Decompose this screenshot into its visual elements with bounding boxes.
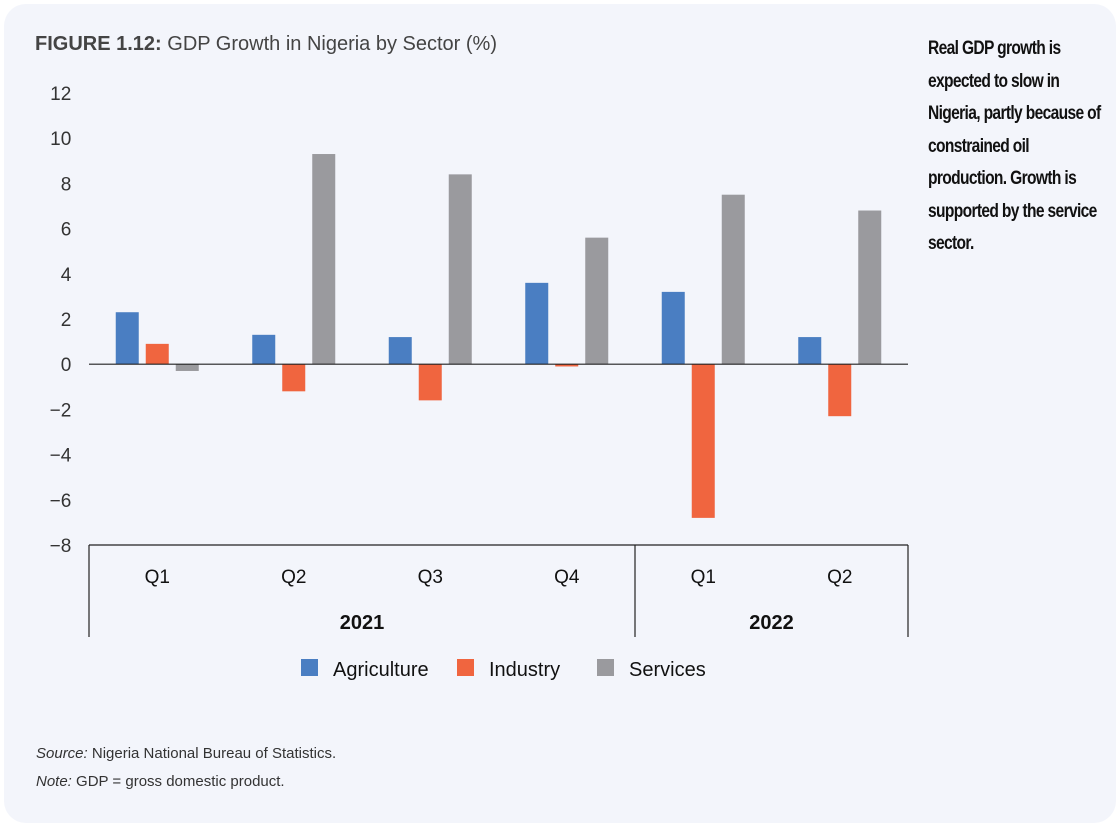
x-tick-label: Q2: [827, 567, 852, 588]
source-text: Nigeria National Bureau of Statistics.: [91, 745, 337, 762]
bar-services: [585, 237, 609, 365]
y-tick-label: 10: [50, 129, 71, 150]
y-tick-label: 4: [61, 265, 72, 286]
group-label: 2022: [749, 612, 794, 634]
x-tick-label: Q2: [281, 567, 306, 588]
bar-agriculture: [115, 312, 139, 365]
bar-industry: [145, 343, 169, 365]
x-tick-label: Q4: [554, 567, 580, 588]
x-tick-label: Q3: [418, 567, 443, 588]
bar-services: [175, 364, 199, 371]
figure-card: [4, 4, 1116, 823]
y-tick-label: 6: [61, 220, 72, 241]
bar-agriculture: [798, 337, 822, 365]
bar-industry: [828, 364, 852, 417]
bar-industry: [282, 364, 306, 392]
bar-services: [312, 154, 336, 365]
bar-industry: [691, 364, 715, 518]
note-label: Note:: [36, 773, 72, 790]
bar-agriculture: [388, 337, 412, 365]
figure-number: FIGURE 1.12:: [35, 33, 162, 55]
group-label: 2021: [340, 612, 385, 634]
bar-agriculture: [661, 291, 685, 365]
bar-industry: [418, 364, 442, 401]
legend-label: Agriculture: [333, 659, 429, 681]
source-label: Source:: [36, 745, 88, 762]
note-line: Note: GDP = gross domestic product.: [36, 773, 285, 790]
title-text: GDP Growth in Nigeria by Sector (%): [167, 33, 498, 55]
y-tick-label: −4: [50, 446, 72, 467]
x-tick-label: Q1: [145, 567, 170, 588]
bar-industry: [555, 364, 579, 367]
y-tick-label: −8: [50, 536, 72, 557]
y-tick-label: 0: [61, 355, 72, 376]
legend-swatch: [457, 659, 474, 676]
legend-label: Services: [629, 659, 706, 681]
legend-label: Industry: [489, 659, 560, 681]
legend-swatch: [597, 659, 614, 676]
y-tick-label: −6: [50, 491, 72, 512]
y-tick-label: 12: [50, 84, 71, 105]
bar-agriculture: [252, 334, 276, 365]
y-tick-label: 2: [61, 310, 72, 331]
note-text: GDP = gross domestic product.: [76, 773, 285, 790]
y-tick-label: −2: [50, 400, 72, 421]
bar-services: [448, 174, 472, 365]
bar-services: [721, 194, 745, 365]
y-tick-label: 8: [61, 174, 72, 195]
legend-swatch: [301, 659, 318, 676]
bar-services: [858, 210, 882, 365]
x-tick-label: Q1: [691, 567, 716, 588]
source-line: Source: Nigeria National Bureau of Stati…: [36, 745, 336, 762]
chart-title: FIGURE 1.12: GDP Growth in Nigeria by Se…: [35, 33, 497, 56]
side-note: Real GDP growth is expected to slow in N…: [928, 38, 1101, 254]
bar-agriculture: [525, 282, 549, 365]
